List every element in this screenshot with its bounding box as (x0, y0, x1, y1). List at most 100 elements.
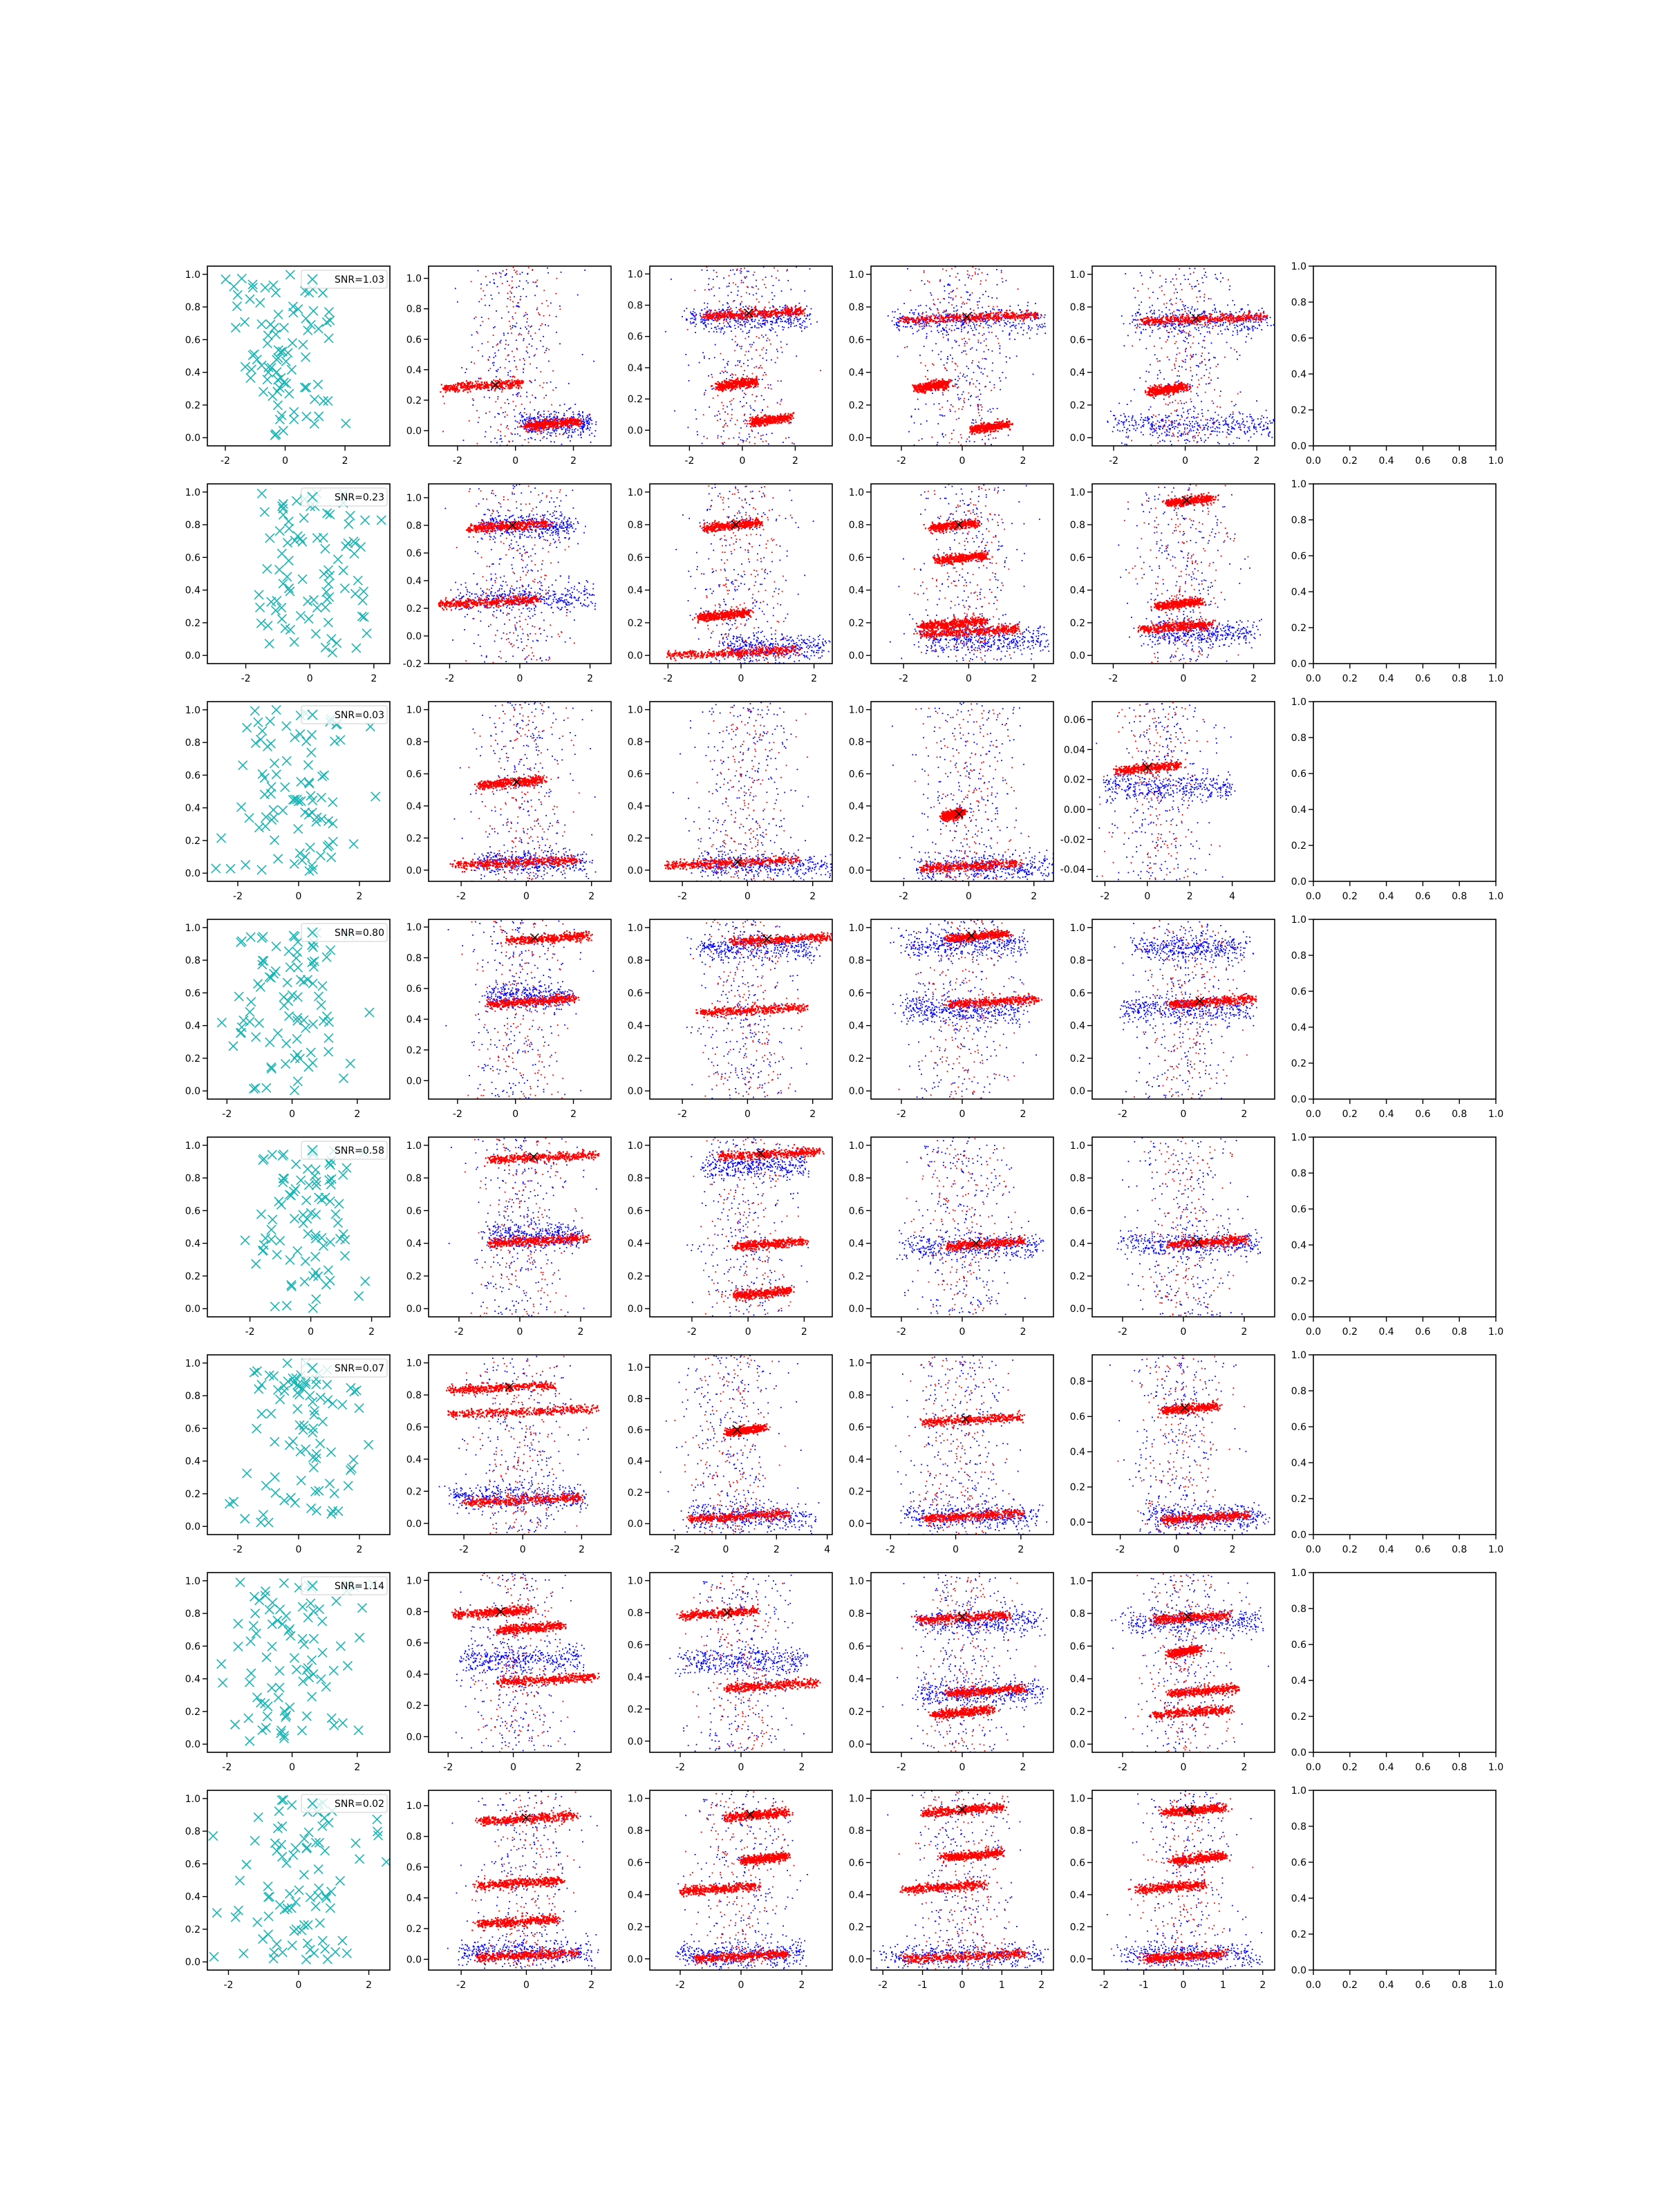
red-point (763, 317, 765, 319)
blue-point (758, 324, 760, 326)
blue-point (514, 416, 516, 418)
red-point (572, 424, 574, 426)
y-tick-label: 0.2 (628, 394, 643, 405)
red-point (913, 320, 915, 321)
blue-point (695, 409, 696, 411)
blue-point (968, 275, 970, 276)
blue-point (507, 375, 509, 376)
red-point (787, 269, 788, 270)
blue-point (962, 321, 963, 322)
blue-point (472, 404, 474, 406)
blue-point (727, 372, 728, 373)
red-point (953, 298, 954, 299)
blue-point (716, 328, 718, 330)
red-point (536, 423, 537, 424)
red-point (965, 313, 966, 315)
red-point (1026, 310, 1027, 311)
blue-point (714, 357, 715, 358)
blue-point (971, 395, 972, 396)
blue-point (762, 379, 763, 380)
red-point (489, 411, 490, 413)
blue-point (998, 309, 1000, 310)
red-point (577, 424, 578, 426)
red-point (527, 431, 529, 433)
blue-point (754, 410, 756, 411)
red-point (764, 284, 765, 285)
blue-point (501, 441, 503, 442)
blue-point (961, 329, 962, 330)
blue-point (767, 320, 768, 321)
red-point (769, 420, 770, 421)
red-point (779, 417, 780, 418)
blue-point (1038, 326, 1039, 328)
red-point (758, 288, 759, 290)
blue-point (500, 435, 502, 436)
blue-point (749, 344, 751, 346)
red-point (792, 418, 794, 419)
red-point (1009, 317, 1010, 319)
blue-point (771, 327, 773, 328)
blue-point (583, 424, 585, 425)
blue-point (747, 332, 748, 334)
red-point (780, 312, 782, 313)
blue-point (764, 372, 765, 373)
blue-point (915, 309, 917, 310)
red-point (712, 316, 713, 317)
subplot-r1-c1: SNR=1.03-2 0 20.00.20.40.60.81.0 (185, 266, 390, 467)
red-point (756, 310, 757, 311)
red-point (519, 383, 521, 384)
blue-point (723, 333, 724, 335)
red-point (735, 336, 736, 337)
blue-point (1011, 330, 1013, 332)
red-point (960, 444, 962, 446)
blue-point (797, 321, 798, 322)
blue-point (781, 399, 782, 400)
blue-point (972, 347, 973, 348)
blue-point (971, 362, 973, 364)
red-point (744, 355, 746, 356)
blue-point (526, 350, 527, 352)
red-point (735, 374, 736, 375)
red-point (749, 386, 750, 388)
blue-point (588, 418, 590, 420)
red-point (773, 314, 774, 315)
blue-point (962, 375, 964, 377)
red-point (740, 308, 742, 310)
red-point (507, 306, 508, 308)
blue-point (529, 415, 531, 417)
red-point (715, 312, 717, 314)
blue-point (894, 324, 895, 326)
blue-point (957, 394, 959, 395)
red-point (771, 417, 773, 418)
red-point (756, 423, 758, 424)
red-point (977, 409, 979, 410)
blue-point (892, 320, 893, 321)
blue-point (986, 312, 987, 313)
red-point (756, 382, 758, 383)
red-point (482, 290, 484, 292)
blue-point (686, 319, 687, 321)
red-point (793, 313, 794, 315)
red-point (742, 442, 744, 443)
red-point (577, 422, 578, 423)
red-point (517, 379, 518, 380)
red-point (465, 384, 466, 385)
red-point (723, 384, 724, 385)
red-point (553, 424, 554, 425)
red-point (704, 392, 706, 393)
red-point (746, 319, 747, 320)
blue-point (736, 270, 738, 271)
blue-point (788, 327, 789, 328)
red-point (523, 426, 524, 427)
blue-point (928, 323, 930, 324)
blue-point (775, 332, 776, 333)
axes-frame (207, 266, 390, 446)
red-point (483, 388, 485, 389)
red-point (1018, 288, 1019, 290)
red-point (732, 386, 733, 387)
blue-point (771, 330, 772, 331)
blue-point (556, 332, 557, 333)
blue-point (786, 344, 787, 345)
blue-point (1017, 332, 1018, 334)
red-point (768, 313, 769, 315)
